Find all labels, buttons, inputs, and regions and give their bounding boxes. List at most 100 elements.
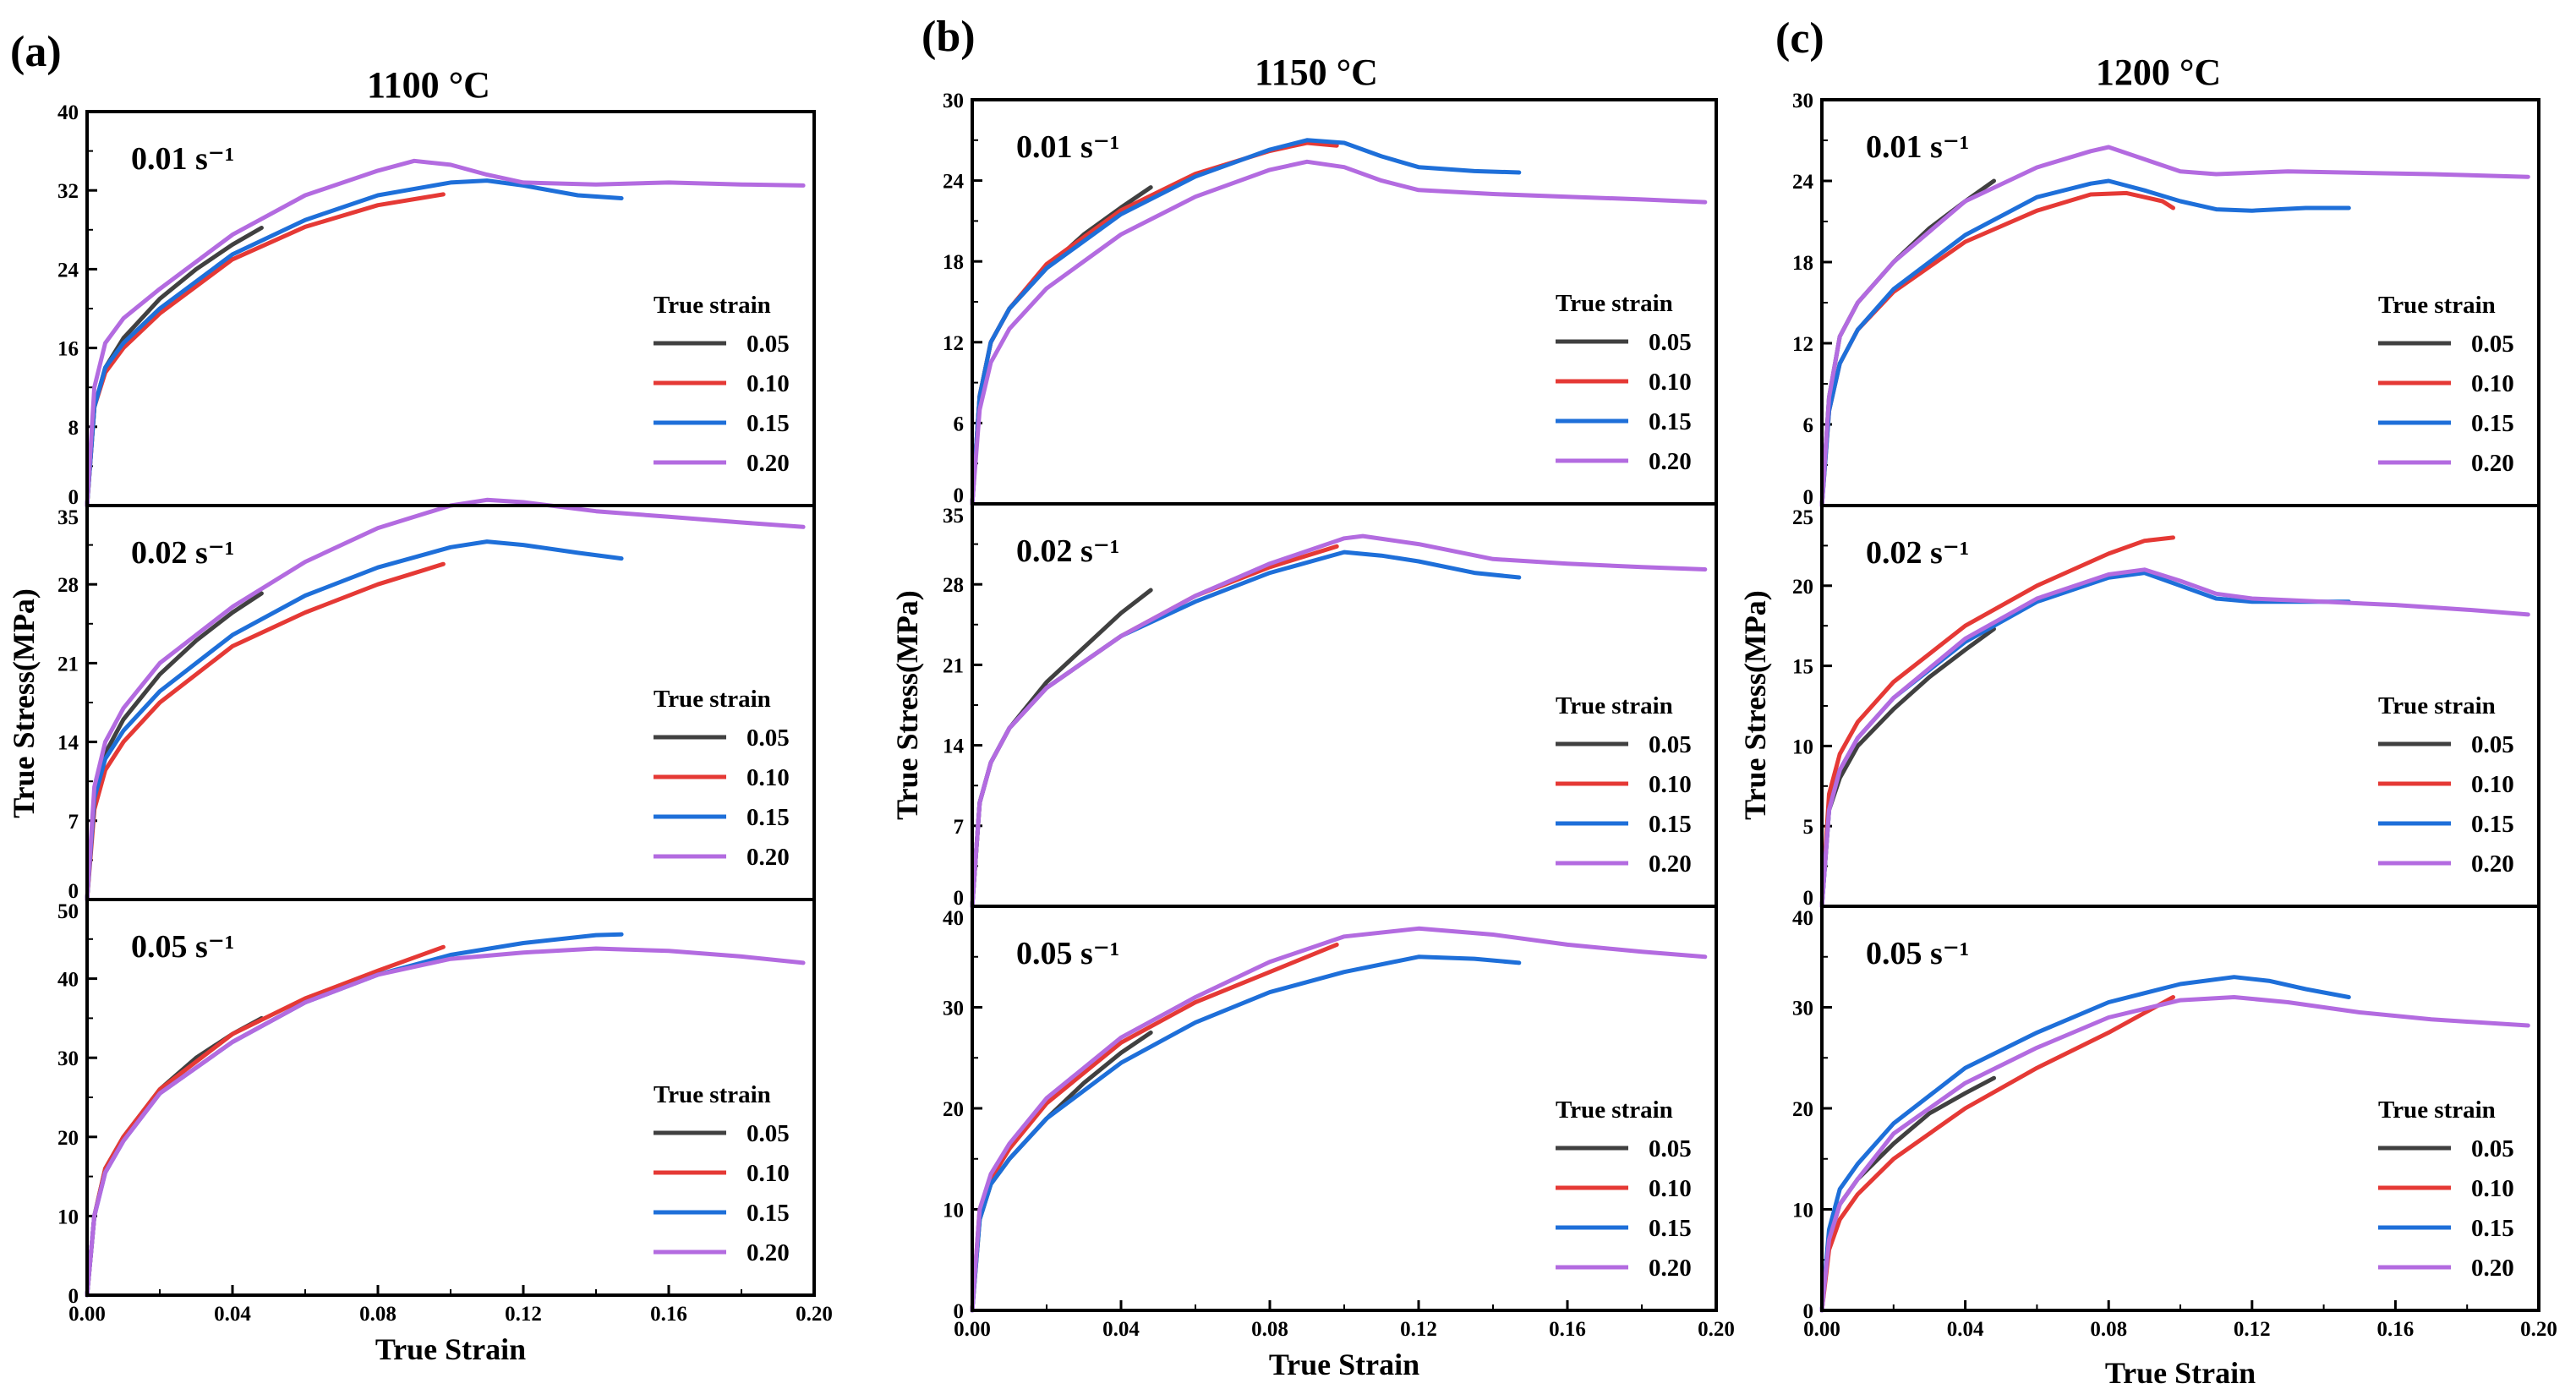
strain-rate-label: 0.01 s⁻¹ <box>1016 129 1119 165</box>
legend-item-label: 0.10 <box>1649 771 1692 798</box>
y-axis-label-0: True Stress(MPa) <box>7 588 41 818</box>
y-tick-label: 20 <box>57 1127 79 1150</box>
legend-item-label: 0.05 <box>1649 1135 1692 1162</box>
y-tick-label: 10 <box>1792 1200 1813 1222</box>
y-tick-label: 0 <box>954 887 965 910</box>
x-tick-label: 0.04 <box>1947 1318 1984 1341</box>
x-tick-label: 0.12 <box>505 1303 542 1326</box>
y-tick-label: 30 <box>57 1047 79 1070</box>
y-axis-label-2: True Stress(MPa) <box>1738 590 1772 820</box>
x-tick-label: 0.04 <box>1102 1318 1140 1341</box>
series-line-0.05 <box>1819 178 1996 508</box>
legend-item-label: 0.15 <box>1649 408 1692 435</box>
legend-item-label: 0.10 <box>1649 1175 1692 1202</box>
legend-item-label: 0.15 <box>747 410 790 437</box>
y-tick-label: 12 <box>943 332 964 355</box>
x-tick-label: 0.00 <box>68 1303 106 1326</box>
x-tick-label: 0.16 <box>650 1303 687 1326</box>
legend-title: True strain <box>2378 292 2496 319</box>
y-tick-label: 18 <box>943 251 964 274</box>
legend-item-label: 0.15 <box>2471 811 2514 838</box>
legend-item-label: 0.05 <box>2471 331 2514 358</box>
y-tick-label: 10 <box>1792 736 1813 758</box>
subplot-frame <box>1820 905 2540 1312</box>
series-line-0.15 <box>85 932 624 1298</box>
subplot-frame <box>971 905 1718 1312</box>
y-tick-label: 16 <box>57 338 79 361</box>
y-tick-label: 10 <box>943 1200 964 1222</box>
panel-label-0: (a) <box>10 28 62 76</box>
strain-rate-label: 0.01 s⁻¹ <box>1866 129 1969 165</box>
y-tick-label: 24 <box>943 171 965 194</box>
series-line-0.20 <box>85 158 806 508</box>
y-tick-label: 28 <box>57 574 79 597</box>
x-tick-label: 0.04 <box>214 1303 251 1326</box>
strain-rate-label: 0.02 s⁻¹ <box>1016 533 1119 569</box>
column-title-2: 1200 °C <box>2096 52 2221 93</box>
y-tick-label: 7 <box>954 816 965 839</box>
y-tick-label: 21 <box>943 654 964 677</box>
legend-item-label: 0.15 <box>747 804 790 831</box>
x-axis-label-2: True Strain <box>2105 1356 2256 1390</box>
y-tick-label: 40 <box>57 969 79 992</box>
series-line-0.15 <box>1819 571 2351 909</box>
x-tick-label: 0.16 <box>1549 1318 1586 1341</box>
series-line-0.10 <box>85 561 446 902</box>
x-tick-label: 0.08 <box>2090 1318 2127 1341</box>
legend-item-label: 0.20 <box>747 450 790 477</box>
y-tick-label: 30 <box>943 998 964 1020</box>
y-tick-label: 0 <box>68 486 79 509</box>
x-tick-label: 0.08 <box>359 1303 397 1326</box>
legend-item-label: 0.05 <box>747 331 790 358</box>
y-tick-label: 32 <box>57 180 79 203</box>
series-line-0.15 <box>970 550 1522 909</box>
series-line-0.15 <box>970 954 1522 1313</box>
column-title-1: 1150 °C <box>1255 52 1378 93</box>
legend-item-label: 0.10 <box>2471 1175 2514 1202</box>
legend-item-label: 0.20 <box>1649 1255 1692 1282</box>
legend-item-label: 0.15 <box>2471 1215 2514 1242</box>
y-tick-label: 5 <box>1803 816 1814 839</box>
legend-item-label: 0.05 <box>2471 731 2514 758</box>
legend-item-label: 0.05 <box>747 1120 790 1147</box>
legend-title: True strain <box>654 1081 771 1108</box>
legend-item-label: 0.05 <box>747 725 790 752</box>
y-tick-label: 24 <box>1792 171 1814 194</box>
strain-rate-label: 0.05 s⁻¹ <box>1016 936 1119 971</box>
legend-item-label: 0.05 <box>1649 731 1692 758</box>
y-tick-label: 40 <box>57 101 79 124</box>
series-line-0.10 <box>970 544 1339 909</box>
legend-item-label: 0.15 <box>2471 410 2514 437</box>
series-line-0.20 <box>1819 995 2530 1313</box>
legend-title: True strain <box>2378 692 2496 719</box>
y-tick-label: 30 <box>1792 998 1813 1020</box>
y-tick-label: 0 <box>68 880 79 903</box>
y-tick-label: 40 <box>943 907 964 930</box>
y-tick-label: 35 <box>57 506 79 529</box>
y-tick-label: 28 <box>943 574 964 597</box>
y-tick-label: 50 <box>57 900 79 923</box>
series-line-0.10 <box>970 942 1339 1313</box>
y-tick-label: 14 <box>943 736 965 758</box>
legend-item-label: 0.20 <box>2471 850 2514 878</box>
y-tick-label: 0 <box>68 1285 79 1308</box>
y-tick-label: 14 <box>57 732 79 755</box>
y-tick-label: 12 <box>1792 333 1813 356</box>
legend-title: True strain <box>1556 692 1673 719</box>
panel-label-1: (b) <box>922 13 976 61</box>
x-tick-label: 0.08 <box>1251 1318 1288 1341</box>
x-tick-label: 0.12 <box>2234 1318 2271 1341</box>
y-tick-label: 10 <box>57 1206 79 1228</box>
x-axis-label-0: True Strain <box>375 1332 526 1366</box>
y-axis-label-1: True Stress(MPa) <box>890 590 924 820</box>
y-tick-label: 0 <box>954 1300 965 1323</box>
legend-item-label: 0.10 <box>2471 370 2514 397</box>
series-line-0.15 <box>970 138 1522 506</box>
legend-item-label: 0.10 <box>1649 369 1692 396</box>
x-tick-label: 0.12 <box>1400 1318 1437 1341</box>
legend-item-label: 0.20 <box>747 1239 790 1266</box>
legend-item-label: 0.20 <box>1649 448 1692 475</box>
legend-item-label: 0.20 <box>1649 850 1692 878</box>
y-tick-label: 0 <box>954 484 965 507</box>
y-tick-label: 35 <box>943 505 964 528</box>
